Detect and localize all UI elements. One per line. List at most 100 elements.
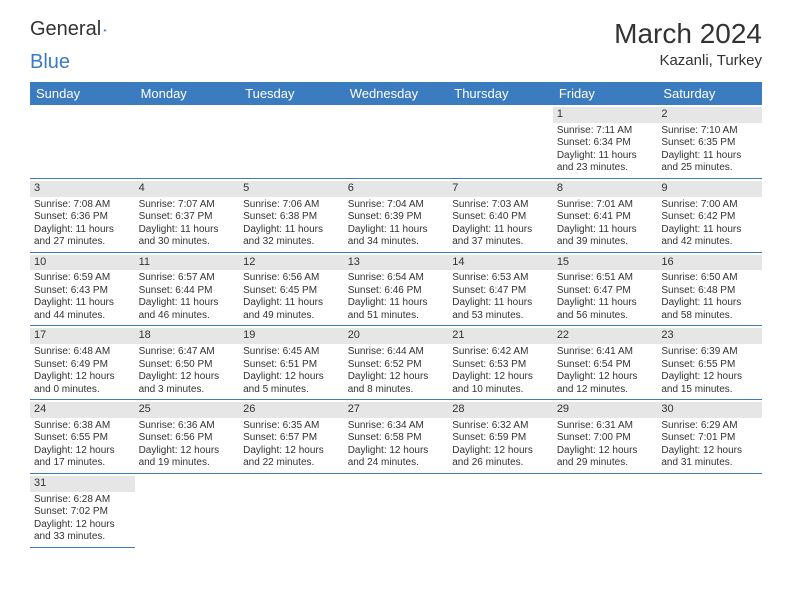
calendar-cell: 8 Sunrise: 7:01 AMSunset: 6:41 PMDaylight…: [553, 178, 658, 252]
calendar-body: 1 Sunrise: 7:11 AMSunset: 6:34 PMDaylight…: [30, 105, 762, 547]
calendar-row: 31 Sunrise: 6:28 AMSunset: 7:02 PMDayligh…: [30, 473, 762, 547]
logo-text-general: General: [30, 18, 101, 41]
logo: General: [30, 18, 127, 41]
weekday-header: Saturday: [657, 82, 762, 105]
day-number: 13: [344, 255, 449, 271]
logo-text-blue: Blue: [30, 51, 70, 74]
day-number: 31: [30, 476, 135, 492]
calendar-cell-empty: [135, 473, 240, 547]
day-info: Sunrise: 6:53 AMSunset: 6:47 PMDaylight:…: [452, 272, 549, 322]
calendar-cell: 1 Sunrise: 7:11 AMSunset: 6:34 PMDaylight…: [553, 105, 658, 178]
day-info: Sunrise: 6:56 AMSunset: 6:45 PMDaylight:…: [243, 272, 340, 322]
day-number: 15: [553, 255, 658, 271]
calendar-cell: 28Sunrise: 6:32 AMSunset: 6:59 PMDayligh…: [448, 400, 553, 474]
calendar-cell: 25 Sunrise: 6:36 AMSunset: 6:56 PMDayligh…: [135, 400, 240, 474]
day-number: 11: [135, 255, 240, 271]
calendar-cell: 11Sunrise: 6:57 AMSunset: 6:44 PMDayligh…: [135, 252, 240, 326]
day-number: 8: [553, 181, 658, 197]
day-info: Sunrise: 6:42 AMSunset: 6:53 PMDaylight:…: [452, 346, 549, 396]
day-info: Sunrise: 6:28 AMSunset: 7:02 PMDaylight:…: [34, 494, 131, 544]
day-number: 1: [553, 107, 658, 123]
day-info: Sunrise: 7:11 AMSunset: 6:34 PMDaylight:…: [557, 125, 654, 175]
weekday-header: Thursday: [448, 82, 553, 105]
day-number: 29: [553, 402, 658, 418]
day-number: 2: [657, 107, 762, 123]
day-number: 4: [135, 181, 240, 197]
day-number: 24: [30, 402, 135, 418]
calendar-cell-empty: [239, 105, 344, 178]
day-info: Sunrise: 6:35 AMSunset: 6:57 PMDaylight:…: [243, 420, 340, 470]
day-info: Sunrise: 6:31 AMSunset: 7:00 PMDaylight:…: [557, 420, 654, 470]
day-info: Sunrise: 6:36 AMSunset: 6:56 PMDaylight:…: [139, 420, 236, 470]
calendar-cell: 30 Sunrise: 6:29 AMSunset: 7:01 PMDayligh…: [657, 400, 762, 474]
day-number: 19: [239, 328, 344, 344]
calendar-cell-empty: [448, 105, 553, 178]
day-info: Sunrise: 6:41 AMSunset: 6:54 PMDaylight:…: [557, 346, 654, 396]
location-subtitle: Kazanli, Turkey: [614, 52, 762, 69]
day-number: 3: [30, 181, 135, 197]
calendar-cell: 20Sunrise: 6:44 AMSunset: 6:52 PMDayligh…: [344, 326, 449, 400]
day-info: Sunrise: 7:03 AMSunset: 6:40 PMDaylight:…: [452, 199, 549, 249]
logo-sail-icon: [103, 21, 107, 39]
day-number: 18: [135, 328, 240, 344]
day-number: 26: [239, 402, 344, 418]
day-number: 12: [239, 255, 344, 271]
calendar-cell: 10Sunrise: 6:59 AMSunset: 6:43 PMDayligh…: [30, 252, 135, 326]
day-info: Sunrise: 6:48 AMSunset: 6:49 PMDaylight:…: [34, 346, 131, 396]
day-info: Sunrise: 7:04 AMSunset: 6:39 PMDaylight:…: [348, 199, 445, 249]
calendar-cell: 6Sunrise: 7:04 AMSunset: 6:39 PMDaylight…: [344, 178, 449, 252]
day-number: 23: [657, 328, 762, 344]
day-number: 17: [30, 328, 135, 344]
day-number: 7: [448, 181, 553, 197]
day-number: 21: [448, 328, 553, 344]
day-number: 10: [30, 255, 135, 271]
day-number: 22: [553, 328, 658, 344]
weekday-header-row: SundayMondayTuesdayWednesdayThursdayFrid…: [30, 82, 762, 105]
weekday-header: Friday: [553, 82, 658, 105]
day-number: 28: [448, 402, 553, 418]
calendar-cell: 26 Sunrise: 6:35 AMSunset: 6:57 PMDayligh…: [239, 400, 344, 474]
calendar-row: 10Sunrise: 6:59 AMSunset: 6:43 PMDayligh…: [30, 252, 762, 326]
calendar-cell: 13Sunrise: 6:54 AMSunset: 6:46 PMDayligh…: [344, 252, 449, 326]
calendar-cell-empty: [239, 473, 344, 547]
day-info: Sunrise: 7:07 AMSunset: 6:37 PMDaylight:…: [139, 199, 236, 249]
weekday-header: Tuesday: [239, 82, 344, 105]
day-info: Sunrise: 6:34 AMSunset: 6:58 PMDaylight:…: [348, 420, 445, 470]
page-title: March 2024: [614, 18, 762, 50]
day-info: Sunrise: 7:06 AMSunset: 6:38 PMDaylight:…: [243, 199, 340, 249]
day-number: 9: [657, 181, 762, 197]
day-number: 5: [239, 181, 344, 197]
calendar-cell: 14Sunrise: 6:53 AMSunset: 6:47 PMDayligh…: [448, 252, 553, 326]
day-info: Sunrise: 6:57 AMSunset: 6:44 PMDaylight:…: [139, 272, 236, 322]
calendar-cell-empty: [448, 473, 553, 547]
calendar-row: 24 Sunrise: 6:38 AMSunset: 6:55 PMDayligh…: [30, 400, 762, 474]
calendar-cell: 31 Sunrise: 6:28 AMSunset: 7:02 PMDayligh…: [30, 473, 135, 547]
day-info: Sunrise: 6:51 AMSunset: 6:47 PMDaylight:…: [557, 272, 654, 322]
calendar-cell: 9 Sunrise: 7:00 AMSunset: 6:42 PMDaylight…: [657, 178, 762, 252]
calendar-cell: 18Sunrise: 6:47 AMSunset: 6:50 PMDayligh…: [135, 326, 240, 400]
calendar-cell-empty: [344, 473, 449, 547]
calendar-cell: 21 Sunrise: 6:42 AMSunset: 6:53 PMDayligh…: [448, 326, 553, 400]
calendar-cell: 22 Sunrise: 6:41 AMSunset: 6:54 PMDayligh…: [553, 326, 658, 400]
calendar-cell: 16Sunrise: 6:50 AMSunset: 6:48 PMDayligh…: [657, 252, 762, 326]
calendar-row: 1 Sunrise: 7:11 AMSunset: 6:34 PMDaylight…: [30, 105, 762, 178]
calendar-cell-empty: [344, 105, 449, 178]
calendar-row: 3Sunrise: 7:08 AMSunset: 6:36 PMDaylight…: [30, 178, 762, 252]
weekday-header: Wednesday: [344, 82, 449, 105]
calendar-cell: 15Sunrise: 6:51 AMSunset: 6:47 PMDayligh…: [553, 252, 658, 326]
day-number: 16: [657, 255, 762, 271]
day-info: Sunrise: 6:39 AMSunset: 6:55 PMDaylight:…: [661, 346, 758, 396]
day-info: Sunrise: 6:29 AMSunset: 7:01 PMDaylight:…: [661, 420, 758, 470]
day-info: Sunrise: 7:01 AMSunset: 6:41 PMDaylight:…: [557, 199, 654, 249]
day-number: 30: [657, 402, 762, 418]
calendar-cell: 2Sunrise: 7:10 AMSunset: 6:35 PMDaylight…: [657, 105, 762, 178]
day-info: Sunrise: 7:00 AMSunset: 6:42 PMDaylight:…: [661, 199, 758, 249]
calendar-cell: 17 Sunrise: 6:48 AMSunset: 6:49 PMDayligh…: [30, 326, 135, 400]
day-number: 25: [135, 402, 240, 418]
calendar-cell-empty: [657, 473, 762, 547]
calendar-cell: 29 Sunrise: 6:31 AMSunset: 7:00 PMDayligh…: [553, 400, 658, 474]
calendar-cell: 19Sunrise: 6:45 AMSunset: 6:51 PMDayligh…: [239, 326, 344, 400]
calendar-cell: 24 Sunrise: 6:38 AMSunset: 6:55 PMDayligh…: [30, 400, 135, 474]
day-info: Sunrise: 6:38 AMSunset: 6:55 PMDaylight:…: [34, 420, 131, 470]
calendar-cell: 3Sunrise: 7:08 AMSunset: 6:36 PMDaylight…: [30, 178, 135, 252]
